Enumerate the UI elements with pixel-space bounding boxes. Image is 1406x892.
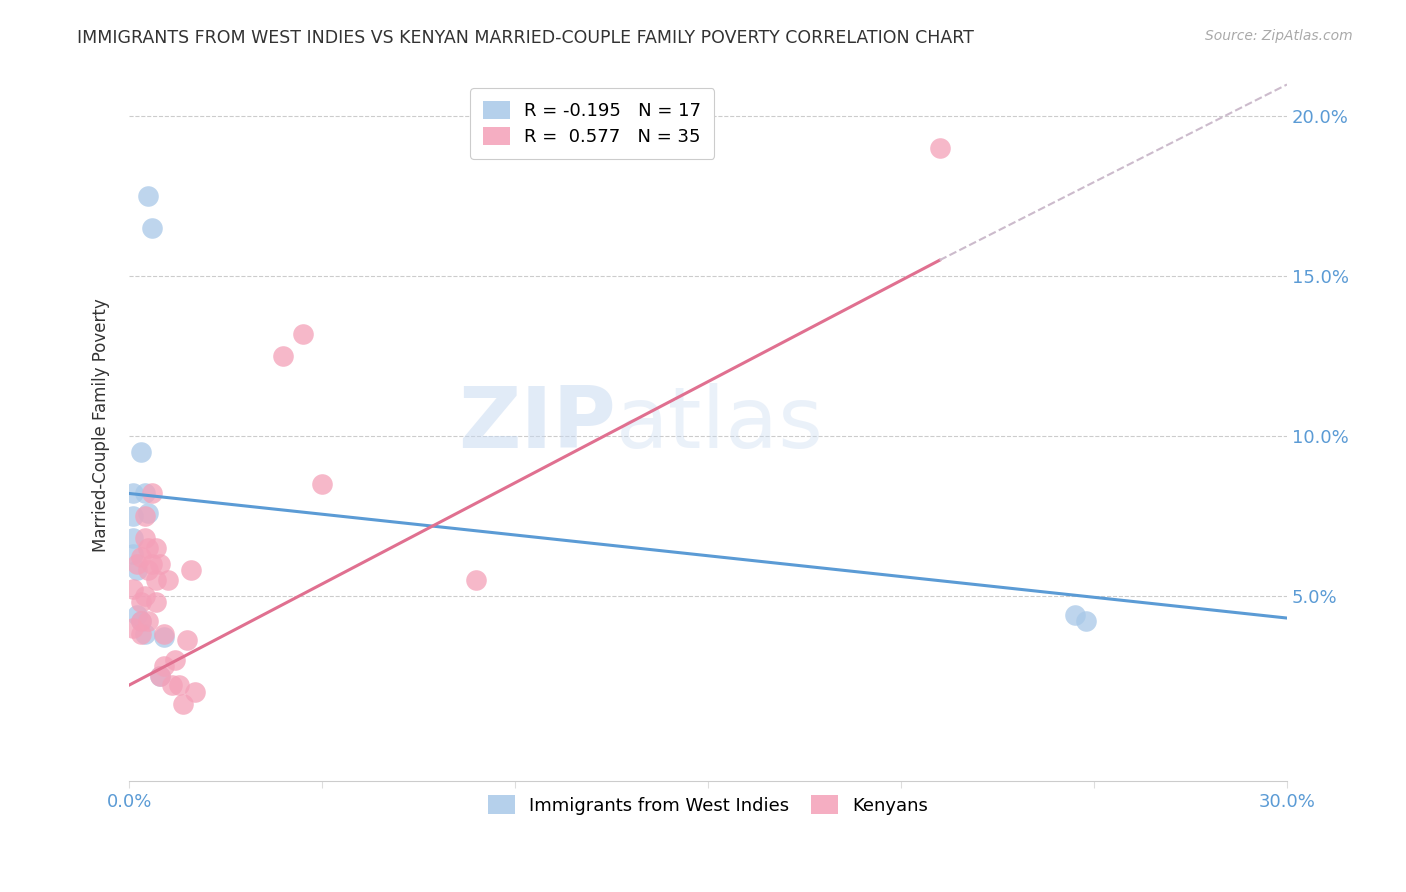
Text: atlas: atlas xyxy=(616,384,824,467)
Point xyxy=(122,621,145,635)
Point xyxy=(129,445,152,459)
Point xyxy=(134,508,156,523)
Point xyxy=(172,698,194,712)
Point xyxy=(145,595,167,609)
Point xyxy=(122,486,145,500)
Point xyxy=(129,614,152,628)
Point xyxy=(134,589,156,603)
Point xyxy=(165,652,187,666)
Point xyxy=(928,141,950,155)
Point xyxy=(141,486,163,500)
Point xyxy=(122,508,145,523)
Point xyxy=(145,541,167,555)
Text: IMMIGRANTS FROM WEST INDIES VS KENYAN MARRIED-COUPLE FAMILY POVERTY CORRELATION : IMMIGRANTS FROM WEST INDIES VS KENYAN MA… xyxy=(77,29,974,46)
Point xyxy=(122,547,145,561)
Point xyxy=(183,684,205,698)
Point xyxy=(129,595,152,609)
Point xyxy=(129,627,152,641)
Point xyxy=(145,573,167,587)
Point xyxy=(138,541,160,555)
Point xyxy=(167,678,190,692)
Point xyxy=(141,557,163,571)
Point xyxy=(153,630,176,644)
Point xyxy=(153,627,176,641)
Point xyxy=(138,563,160,577)
Point xyxy=(291,326,314,341)
Point xyxy=(176,633,198,648)
Point xyxy=(156,573,179,587)
Point xyxy=(125,557,148,571)
Point xyxy=(134,627,156,641)
Point xyxy=(273,349,295,363)
Point xyxy=(1076,614,1098,628)
Point xyxy=(129,614,152,628)
Point xyxy=(149,668,172,682)
Point xyxy=(138,189,160,203)
Point xyxy=(129,550,152,565)
Point xyxy=(141,221,163,235)
Point xyxy=(311,476,333,491)
Point xyxy=(122,531,145,545)
Point xyxy=(125,563,148,577)
Point xyxy=(153,659,176,673)
Text: ZIP: ZIP xyxy=(457,384,616,467)
Point xyxy=(149,668,172,682)
Point xyxy=(180,563,202,577)
Y-axis label: Married-Couple Family Poverty: Married-Couple Family Poverty xyxy=(93,298,110,551)
Point xyxy=(138,506,160,520)
Point xyxy=(160,678,183,692)
Point xyxy=(465,573,488,587)
Legend: Immigrants from West Indies, Kenyans: Immigrants from West Indies, Kenyans xyxy=(477,784,939,825)
Point xyxy=(138,614,160,628)
Point xyxy=(134,531,156,545)
Point xyxy=(125,607,148,622)
Point xyxy=(1063,607,1085,622)
Point xyxy=(134,486,156,500)
Point xyxy=(122,582,145,597)
Text: Source: ZipAtlas.com: Source: ZipAtlas.com xyxy=(1205,29,1353,43)
Point xyxy=(149,557,172,571)
